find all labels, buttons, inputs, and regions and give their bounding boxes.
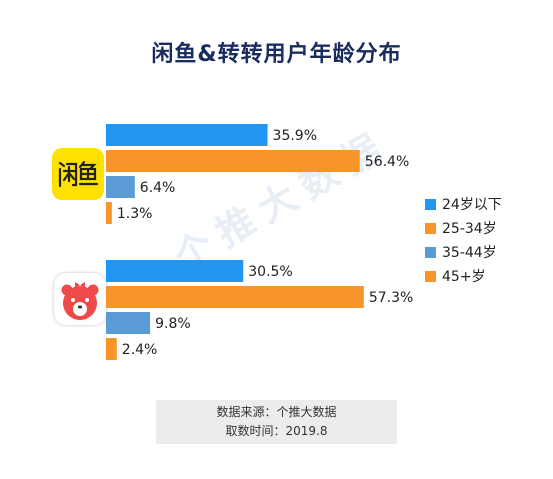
bar	[106, 312, 151, 334]
bar	[106, 286, 364, 308]
legend-label: 24岁以下	[442, 197, 502, 213]
legend-label: 45+岁	[442, 269, 486, 285]
bar	[106, 176, 135, 198]
legend-swatch	[425, 198, 436, 210]
legend-item: 24岁以下	[425, 192, 502, 216]
legend-item: 45+岁	[425, 264, 502, 288]
legend-swatch	[425, 270, 436, 282]
legend-item: 25-34岁	[425, 216, 502, 240]
date-line: 取数时间：2019.8	[225, 424, 328, 438]
source-box: 数据来源：个推大数据 取数时间：2019.8	[156, 400, 397, 444]
legend-label: 25-34岁	[442, 221, 497, 237]
bar	[106, 202, 112, 224]
data-label: 1.3%	[117, 206, 153, 222]
legend-item: 35-44岁	[425, 240, 502, 264]
data-label: 57.3%	[369, 290, 413, 306]
data-label: 56.4%	[365, 154, 409, 170]
data-label: 30.5%	[248, 264, 292, 280]
data-label: 35.9%	[273, 128, 317, 144]
bar	[106, 150, 360, 172]
data-label: 2.4%	[122, 342, 158, 358]
data-label: 6.4%	[140, 180, 176, 196]
legend-label: 35-44岁	[442, 245, 497, 261]
data-label: 9.8%	[155, 316, 191, 332]
xianyu-logo-icon	[52, 148, 104, 200]
bar	[106, 338, 117, 360]
legend: 24岁以下 25-34岁 35-44岁 45+岁	[425, 192, 502, 288]
bar	[106, 124, 268, 146]
source-line: 数据来源：个推大数据	[216, 405, 337, 419]
bar	[106, 260, 244, 282]
chart-title: 闲鱼&转转用户年龄分布	[151, 42, 402, 67]
legend-swatch	[425, 222, 436, 234]
zhuanzhuan-logo-icon	[54, 273, 106, 325]
legend-swatch	[425, 246, 436, 258]
